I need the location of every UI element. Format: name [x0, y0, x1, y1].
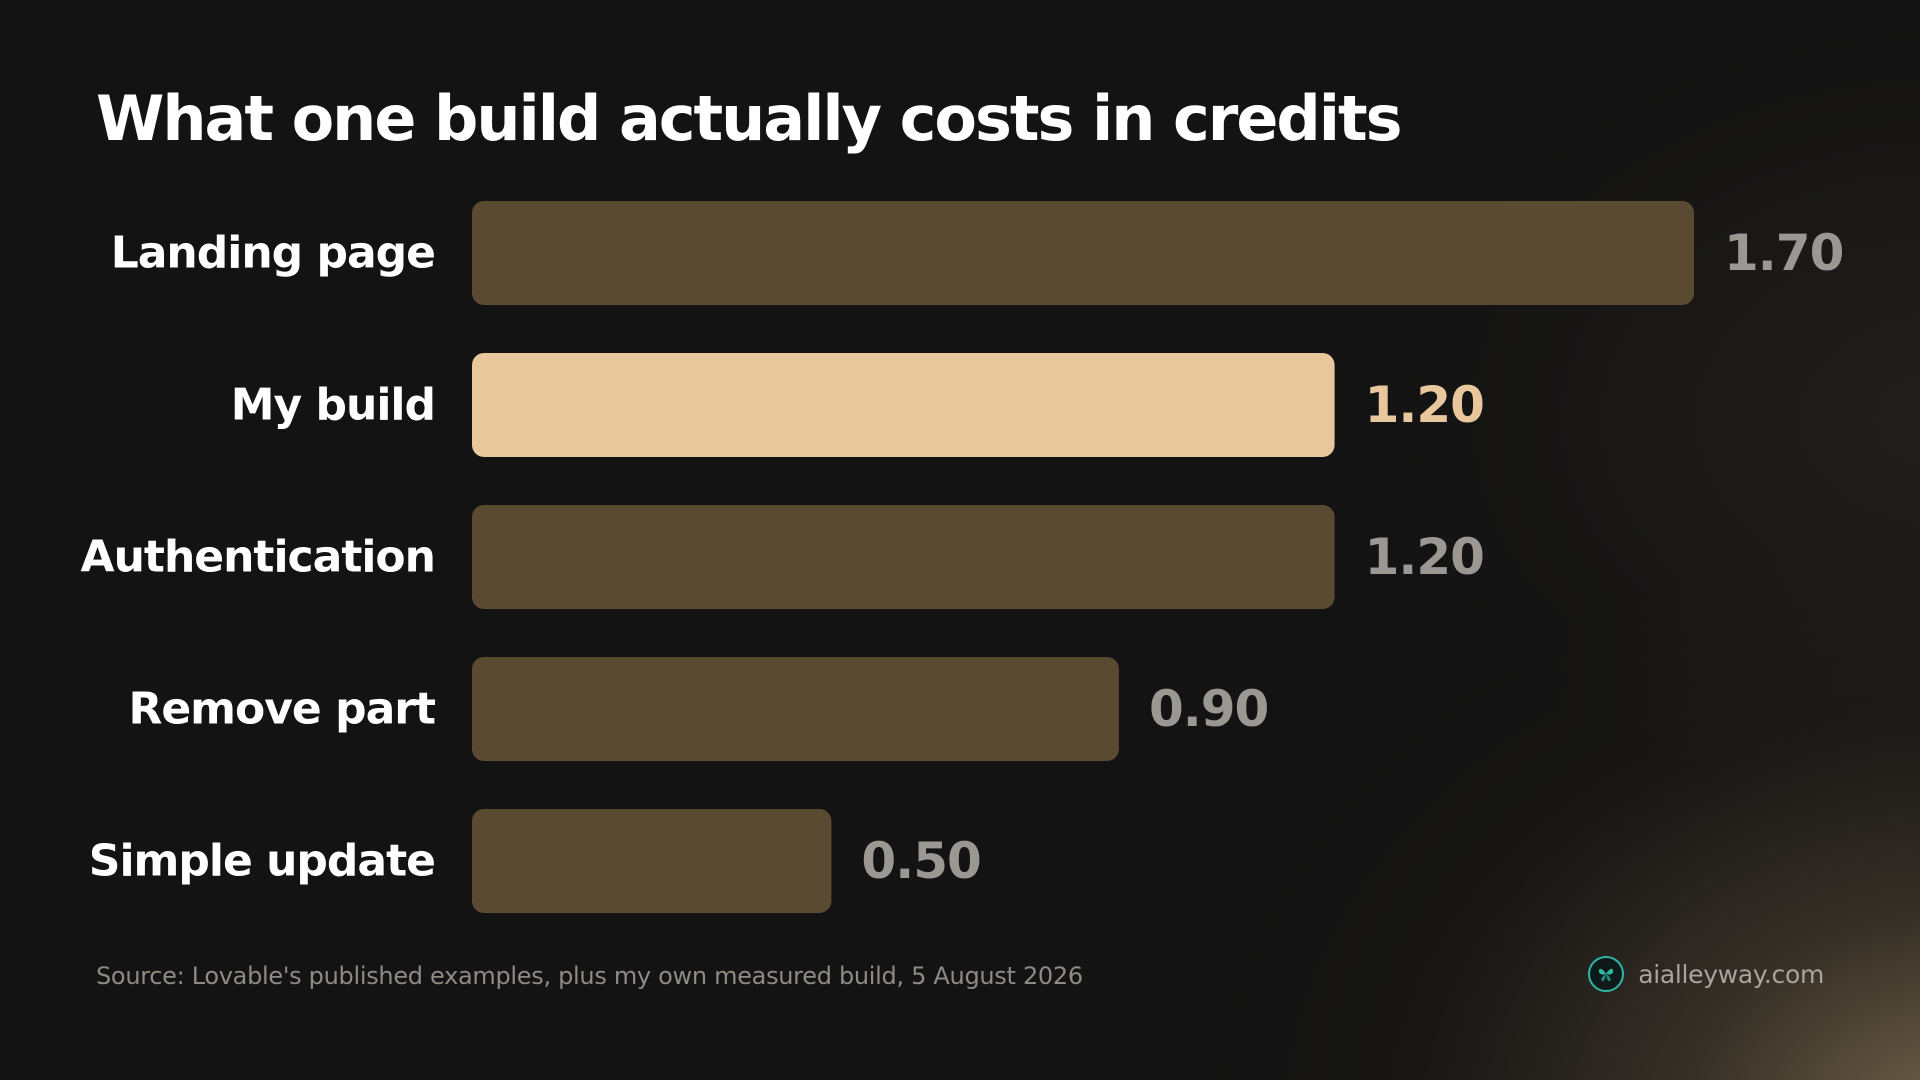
category-label: Remove part [128, 684, 436, 735]
value-label: 1.20 [1365, 376, 1484, 434]
category-label: Simple update [89, 836, 435, 887]
category-label: Authentication [81, 532, 435, 583]
source-note: Source: Lovable's published examples, pl… [96, 962, 1083, 990]
bar-row: Remove part 0.90 [128, 657, 1269, 761]
bar [472, 657, 1119, 761]
value-label: 1.20 [1365, 528, 1484, 586]
bar [472, 505, 1335, 609]
value-label: 0.90 [1149, 680, 1268, 738]
value-label: 1.70 [1724, 224, 1843, 282]
bar-row: Landing page 1.70 [111, 201, 1844, 305]
bar [472, 201, 1694, 305]
category-label: Landing page [111, 228, 435, 279]
brand[interactable]: aialleyway.com [1588, 956, 1824, 992]
bar-row: Simple update 0.50 [89, 809, 982, 913]
bar-row: My build 1.20 [231, 353, 1485, 457]
bar-highlight [472, 353, 1335, 457]
category-label: My build [231, 380, 435, 431]
chart-title: What one build actually costs in credits [96, 82, 1403, 155]
value-label: 0.50 [861, 832, 980, 890]
brand-name: aialleyway.com [1638, 959, 1824, 989]
bar [472, 809, 832, 913]
bar-row: Authentication 1.20 [81, 505, 1485, 609]
butterfly-logo-icon [1588, 956, 1625, 992]
